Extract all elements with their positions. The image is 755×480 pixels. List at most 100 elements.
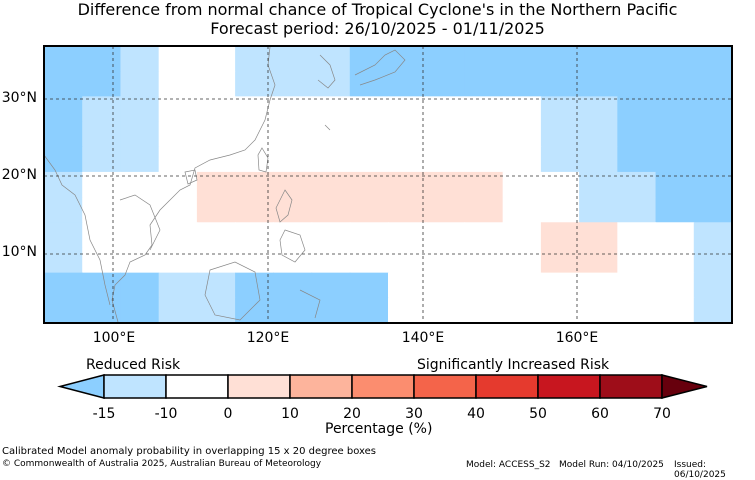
colorbar-tick: 10 (281, 406, 299, 422)
risk-cell (655, 46, 695, 72)
colorbar-segment (413, 374, 477, 399)
risk-cell (273, 146, 313, 173)
risk-cell (44, 146, 83, 173)
risk-cell (388, 71, 427, 97)
risk-cell (120, 146, 160, 173)
risk-cell (235, 46, 274, 72)
footer-note: Calibrated Model anomaly probability in … (2, 446, 377, 457)
gridlines (44, 46, 732, 323)
risk-cell (502, 171, 542, 198)
risk-cell (579, 121, 618, 148)
risk-cell (426, 46, 466, 72)
risk-cell (235, 272, 274, 299)
risk-cell (540, 297, 580, 324)
risk-cell (235, 297, 274, 324)
risk-cell (617, 171, 657, 198)
risk-cell (655, 247, 695, 274)
map-title-line1: Difference from normal chance of Tropica… (77, 0, 678, 19)
risk-cell (235, 222, 274, 249)
risk-cell (158, 146, 198, 173)
risk-cell (655, 71, 695, 97)
risk-cell (158, 96, 198, 123)
risk-cell (617, 121, 657, 148)
risk-cell (579, 71, 618, 97)
risk-cell (44, 197, 83, 223)
colorbar-over-arrow (661, 374, 708, 399)
risk-cell (655, 96, 695, 123)
risk-cell (349, 297, 389, 324)
risk-cell (158, 297, 198, 324)
risk-cell (540, 46, 580, 72)
risk-cell (617, 71, 657, 97)
risk-cell (349, 71, 389, 97)
risk-cell (579, 297, 618, 324)
footer-copyright: © Commonwealth of Australia 2025, Austra… (2, 459, 322, 469)
risk-cell (655, 222, 695, 249)
risk-cell (464, 197, 504, 223)
risk-cell (693, 46, 733, 72)
risk-cell (502, 247, 542, 274)
risk-cell (273, 222, 313, 249)
risk-cell (235, 71, 274, 97)
gulf-thailand-coast (119, 194, 161, 251)
risk-cell (426, 96, 466, 123)
risk-cell (388, 46, 427, 72)
risk-cell (617, 222, 657, 249)
risk-cell (349, 146, 389, 173)
risk-cell (693, 197, 733, 223)
risk-cell (273, 71, 313, 97)
risk-cell (579, 96, 618, 123)
risk-cell (158, 46, 198, 72)
risk-cell (540, 146, 580, 173)
risk-cell (44, 272, 83, 299)
risk-cell (158, 247, 198, 274)
risk-cell (196, 197, 236, 223)
risk-cell (540, 96, 580, 123)
colorbar-tick: -10 (154, 406, 178, 422)
risk-cell (196, 272, 236, 299)
risk-cell (349, 247, 389, 274)
risk-cell (82, 197, 122, 223)
risk-cell (349, 46, 389, 72)
risk-cell (311, 197, 351, 223)
risk-cell (273, 272, 313, 299)
risk-cell (196, 96, 236, 123)
risk-cell (82, 71, 122, 97)
risk-cell (388, 121, 427, 148)
risk-cell (464, 96, 504, 123)
risk-cell (44, 222, 83, 249)
risk-cell (120, 247, 160, 274)
risk-cell (617, 247, 657, 274)
colorbar-segment (103, 374, 167, 399)
risk-cell (349, 222, 389, 249)
risk-cell (82, 46, 122, 72)
new-guinea-coast (299, 289, 321, 319)
risk-cell (579, 247, 618, 274)
risk-cell (120, 297, 160, 324)
colorbar-segment (351, 374, 415, 399)
risk-cell (158, 121, 198, 148)
risk-cell (196, 222, 236, 249)
risk-cell (311, 121, 351, 148)
risk-cell (388, 247, 427, 274)
colorbar-tick: 50 (529, 406, 547, 422)
risk-cell (502, 222, 542, 249)
risk-cell (579, 146, 618, 173)
risk-cell (235, 197, 274, 223)
map-title-line2: Forecast period: 26/10/2025 - 01/11/2025 (210, 19, 545, 38)
borneo-coast (204, 261, 261, 321)
risk-cell (388, 146, 427, 173)
risk-cell (311, 247, 351, 274)
risk-cell (693, 146, 733, 173)
risk-cell (655, 297, 695, 324)
risk-cell (502, 272, 542, 299)
ryukyu-islands (324, 124, 331, 131)
lon-label-120e: 120°E (246, 330, 290, 346)
risk-cell (273, 46, 313, 72)
risk-cell (158, 197, 198, 223)
risk-cell (617, 46, 657, 72)
risk-cell (617, 96, 657, 123)
risk-cell (44, 71, 83, 97)
risk-cell (120, 121, 160, 148)
risk-cell (426, 197, 466, 223)
